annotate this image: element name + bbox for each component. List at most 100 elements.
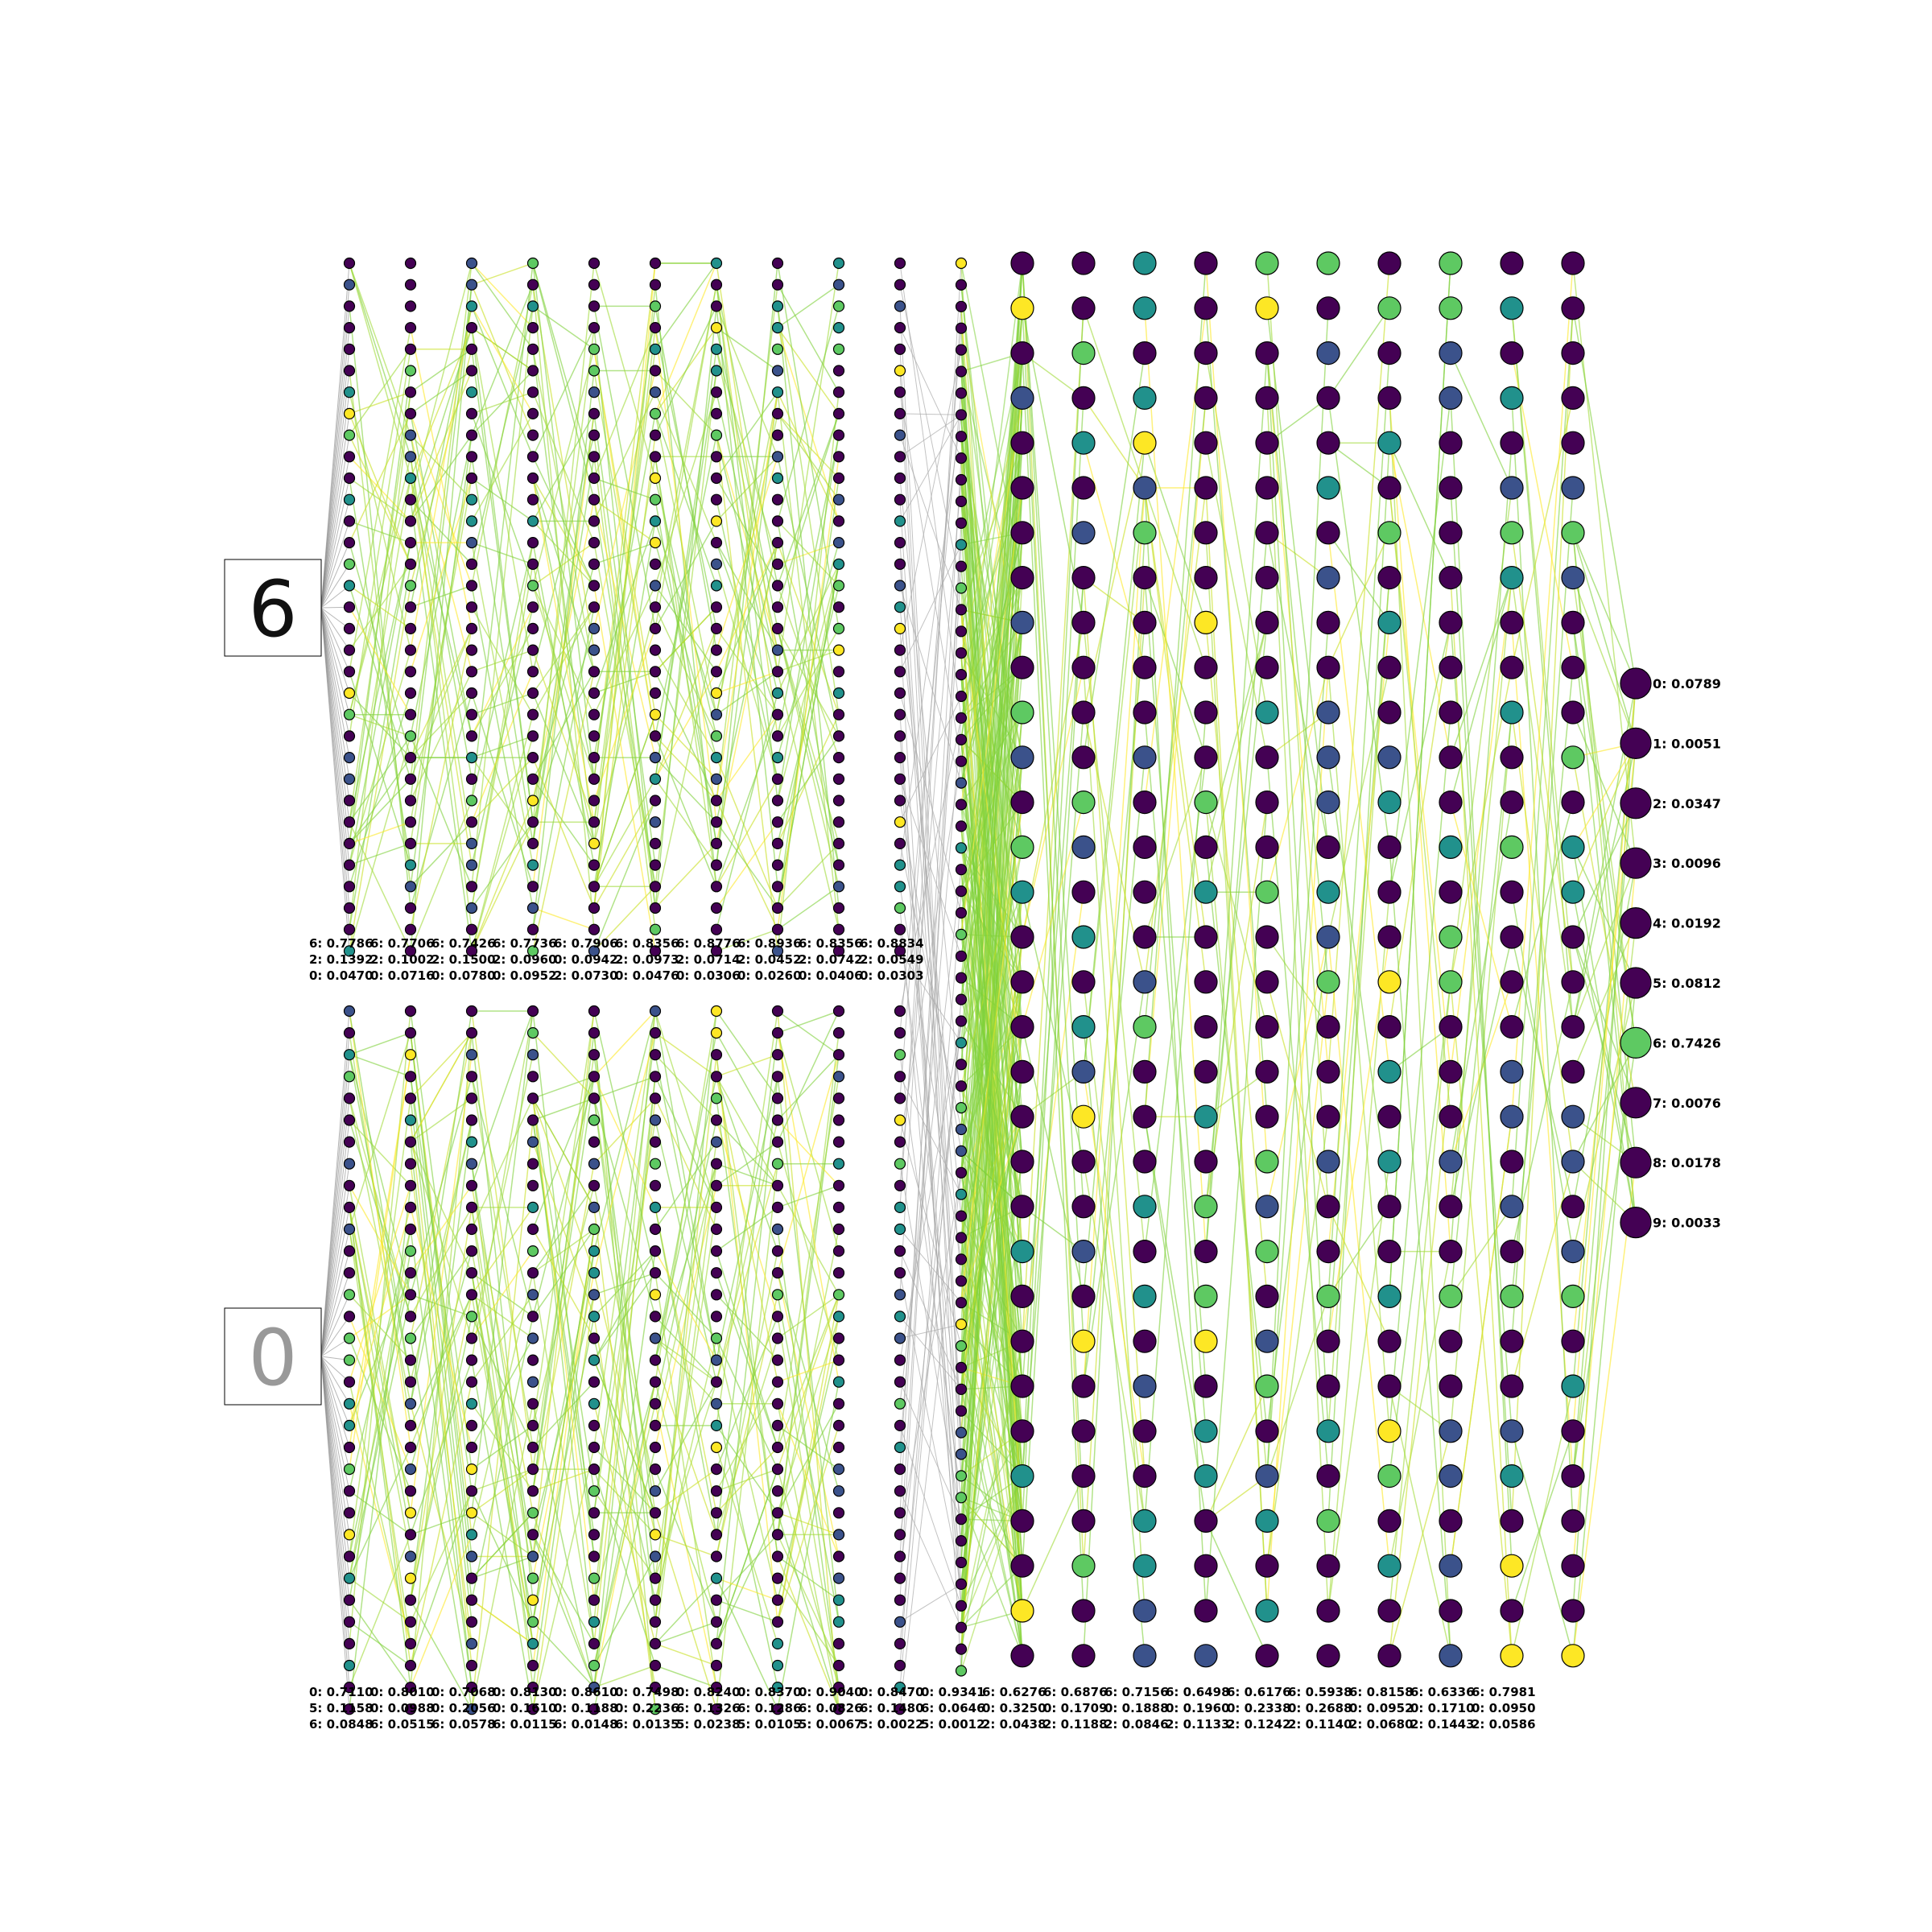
neuron-node bbox=[588, 1092, 601, 1104]
neuron-node bbox=[465, 558, 478, 570]
connection-edge bbox=[532, 1032, 595, 1099]
top-score-label: 6: 0.8936 bbox=[737, 936, 802, 951]
neuron-node bbox=[404, 1223, 417, 1236]
neuron-node bbox=[771, 1463, 784, 1476]
connection-edge bbox=[654, 1075, 717, 1208]
neuron-node bbox=[343, 644, 356, 656]
connection-edge bbox=[593, 1556, 656, 1666]
output-node bbox=[1620, 906, 1652, 939]
neuron-node bbox=[1561, 431, 1585, 455]
neuron-node bbox=[1500, 1374, 1524, 1398]
top-score-label: 6: 0.8776 bbox=[676, 936, 741, 951]
connection-edge bbox=[1083, 576, 1146, 624]
connection-edge bbox=[410, 671, 473, 801]
neuron-node bbox=[771, 644, 784, 656]
neuron-node bbox=[1377, 1239, 1402, 1264]
neuron-node bbox=[955, 1556, 968, 1569]
neuron-node bbox=[465, 1376, 478, 1388]
neuron-node bbox=[343, 1071, 356, 1083]
connection-edge bbox=[1022, 398, 1084, 1521]
neuron-node bbox=[649, 429, 662, 441]
neuron-node bbox=[894, 1245, 906, 1257]
connection-edge bbox=[960, 739, 1023, 1387]
connection-edge bbox=[1572, 1162, 1637, 1656]
neuron-node bbox=[1255, 431, 1279, 455]
connection-edge bbox=[593, 1033, 656, 1513]
neuron-node bbox=[649, 644, 662, 656]
neuron-node bbox=[526, 558, 539, 570]
neuron-node bbox=[588, 945, 601, 957]
neuron-node bbox=[832, 1463, 845, 1476]
bottom-score-label: 6: 0.0515 bbox=[370, 1717, 435, 1732]
output-node bbox=[1620, 727, 1652, 760]
neuron-node bbox=[343, 386, 356, 398]
connection-edge bbox=[960, 353, 1023, 935]
neuron-node bbox=[955, 1621, 968, 1633]
connection-edge bbox=[471, 735, 534, 758]
neuron-node bbox=[404, 816, 417, 828]
neuron-node bbox=[1071, 1014, 1096, 1039]
neuron-node bbox=[343, 1572, 356, 1584]
neuron-node bbox=[1561, 1104, 1585, 1129]
neuron-node bbox=[343, 1311, 356, 1323]
neuron-node bbox=[832, 1092, 845, 1104]
neuron-node bbox=[1561, 341, 1585, 365]
neuron-node bbox=[710, 493, 723, 506]
neuron-node bbox=[649, 773, 662, 785]
neuron-node bbox=[343, 1463, 356, 1476]
neuron-node bbox=[1439, 1554, 1463, 1578]
neuron-node bbox=[1255, 1059, 1279, 1084]
neuron-node bbox=[832, 1572, 845, 1584]
neuron-node bbox=[1439, 296, 1463, 320]
neuron-node bbox=[771, 493, 784, 506]
neuron-node bbox=[1071, 655, 1096, 679]
neuron-node bbox=[1194, 655, 1218, 679]
neuron-node bbox=[1010, 1284, 1034, 1309]
neuron-node bbox=[894, 1397, 906, 1410]
neuron-node bbox=[1255, 655, 1279, 679]
bottom-score-label: 5: 0.0105 bbox=[737, 1717, 802, 1732]
connection-edge bbox=[593, 1250, 656, 1360]
neuron-node bbox=[649, 816, 662, 828]
neuron-node bbox=[526, 515, 539, 527]
neuron-node bbox=[526, 622, 539, 635]
neuron-node bbox=[588, 816, 601, 828]
connection-edge bbox=[1572, 1042, 1637, 1476]
connection-edge bbox=[960, 1476, 1023, 1607]
neuron-node bbox=[404, 1114, 417, 1126]
connection-edge bbox=[960, 1454, 1023, 1567]
neuron-node bbox=[1500, 970, 1524, 994]
neuron-node bbox=[588, 1659, 601, 1672]
neuron-node bbox=[343, 1507, 356, 1519]
neuron-node bbox=[1500, 1150, 1524, 1174]
connection-edge bbox=[1083, 532, 1146, 1656]
connection-edge bbox=[777, 585, 840, 758]
neuron-node bbox=[1316, 386, 1340, 410]
neuron-node bbox=[404, 1529, 417, 1541]
connection-edge bbox=[1144, 487, 1207, 668]
neuron-node bbox=[710, 1682, 723, 1694]
bottom-score-label: 6: 0.0578 bbox=[431, 1717, 496, 1732]
neuron-node bbox=[771, 1659, 784, 1672]
neuron-node bbox=[465, 751, 478, 764]
neuron-node bbox=[1439, 700, 1463, 724]
neuron-node bbox=[588, 1289, 601, 1301]
neuron-node bbox=[1133, 341, 1157, 365]
neuron-node bbox=[1439, 610, 1463, 635]
neuron-node bbox=[894, 407, 906, 420]
neuron-node bbox=[832, 1703, 845, 1715]
connection-edge bbox=[349, 1207, 411, 1426]
neuron-node bbox=[526, 1245, 539, 1257]
connection-edge bbox=[716, 477, 778, 586]
neuron-node bbox=[1377, 476, 1402, 500]
neuron-node bbox=[955, 690, 968, 703]
connection-edge bbox=[532, 1098, 595, 1208]
connection-edge bbox=[1450, 577, 1513, 758]
neuron-node bbox=[1316, 880, 1340, 904]
neuron-node bbox=[1377, 1644, 1402, 1668]
neuron-node bbox=[465, 1529, 478, 1541]
neuron-node bbox=[1194, 1150, 1218, 1174]
neuron-node bbox=[465, 1572, 478, 1584]
connection-edge bbox=[777, 628, 840, 865]
neuron-node bbox=[1010, 1554, 1034, 1578]
